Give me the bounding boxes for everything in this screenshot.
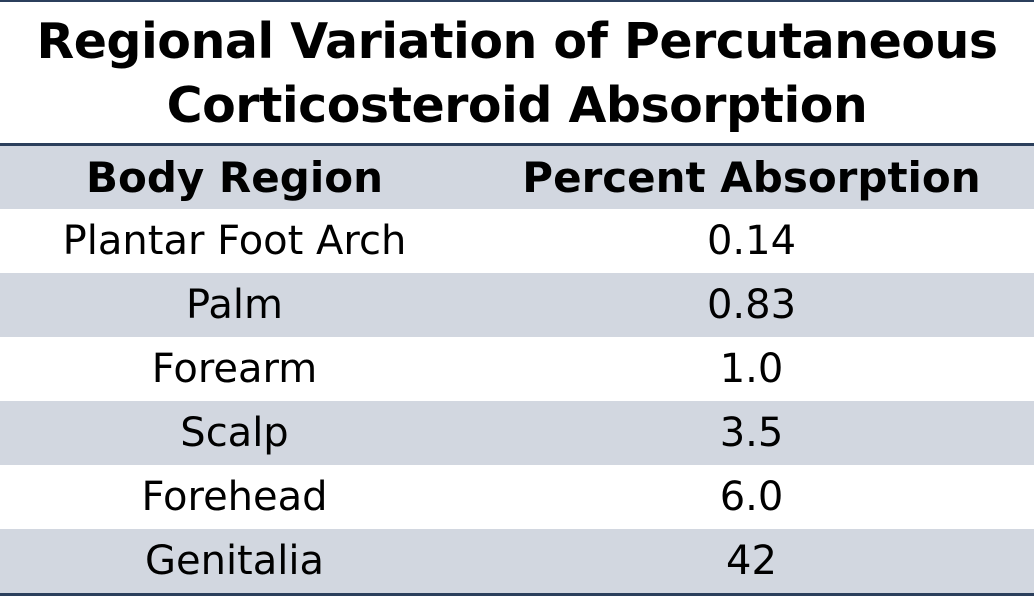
- absorption-cell: 6.0: [469, 465, 1034, 529]
- column-header-body-region: Body Region: [0, 144, 469, 209]
- region-cell: Plantar Foot Arch: [0, 209, 469, 273]
- table-row: Scalp 3.5: [0, 401, 1034, 465]
- table-header-row: Body Region Percent Absorption: [0, 144, 1034, 209]
- region-cell: Genitalia: [0, 529, 469, 595]
- region-cell: Scalp: [0, 401, 469, 465]
- region-cell: Palm: [0, 273, 469, 337]
- absorption-cell: 42: [469, 529, 1034, 595]
- table-row: Genitalia 42: [0, 529, 1034, 595]
- column-header-percent-absorption: Percent Absorption: [469, 144, 1034, 209]
- region-cell: Forearm: [0, 337, 469, 401]
- region-cell: Forehead: [0, 465, 469, 529]
- absorption-cell: 0.83: [469, 273, 1034, 337]
- title-line-2: Corticosteroid Absorption: [166, 77, 868, 134]
- table-row: Forearm 1.0: [0, 337, 1034, 401]
- table-row: Forehead 6.0: [0, 465, 1034, 529]
- table-row: Plantar Foot Arch 0.14: [0, 209, 1034, 273]
- page-title: Regional Variation of Percutaneous Corti…: [0, 2, 1034, 143]
- table-row: Palm 0.83: [0, 273, 1034, 337]
- absorption-cell: 1.0: [469, 337, 1034, 401]
- absorption-table: Body Region Percent Absorption Plantar F…: [0, 143, 1034, 596]
- absorption-cell: 3.5: [469, 401, 1034, 465]
- absorption-cell: 0.14: [469, 209, 1034, 273]
- title-line-1: Regional Variation of Percutaneous: [36, 13, 998, 70]
